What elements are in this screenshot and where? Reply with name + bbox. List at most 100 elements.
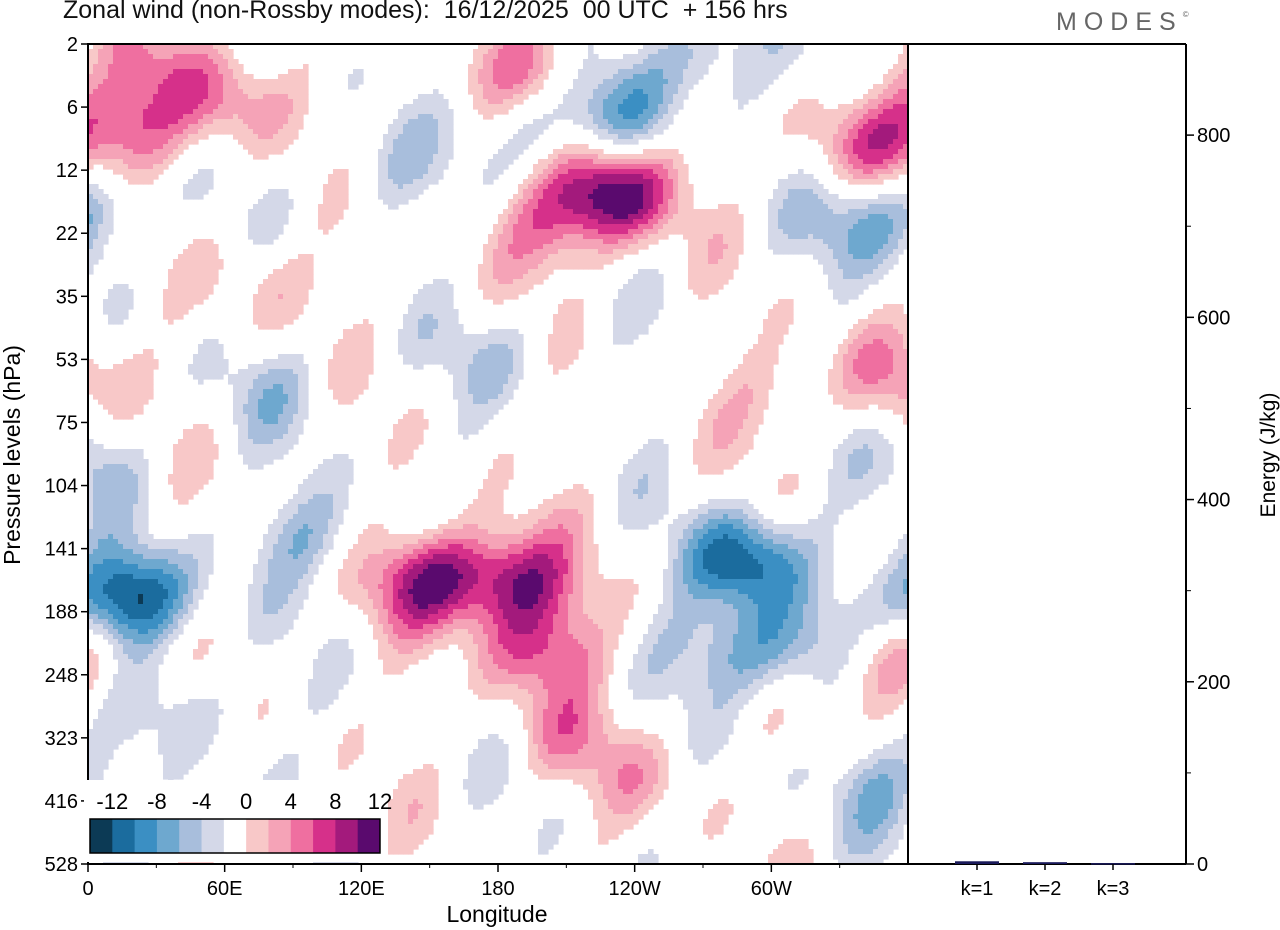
heatmap-cell: [478, 89, 484, 95]
heatmap-cell: [673, 109, 679, 115]
heatmap-cell: [783, 239, 789, 245]
heatmap-cell: [828, 269, 834, 275]
heatmap-cell: [438, 114, 444, 120]
heatmap-cell: [783, 54, 789, 60]
heatmap-cell: [638, 124, 644, 130]
heatmap-cell: [583, 244, 589, 250]
heatmap-cell: [693, 79, 699, 85]
heatmap-cell: [503, 214, 509, 220]
heatmap-cell: [353, 69, 359, 75]
heatmap-cell: [223, 124, 229, 130]
heatmap-cell: [158, 139, 164, 145]
heatmap-cell: [788, 59, 794, 65]
heatmap-cell: [518, 274, 524, 280]
heatmap-cell: [633, 139, 639, 145]
heatmap-cell: [268, 119, 274, 125]
heatmap-cell: [618, 114, 624, 120]
heatmap-cell: [423, 104, 429, 110]
heatmap-cell: [363, 334, 369, 340]
heatmap-cell: [538, 159, 544, 165]
heatmap-cell: [128, 179, 134, 185]
heatmap-cell: [238, 139, 244, 145]
heatmap-cell: [593, 114, 599, 120]
heatmap-cell: [453, 314, 459, 320]
heatmap-cell: [88, 244, 94, 250]
heatmap-cell: [663, 119, 669, 125]
heatmap-cell: [148, 114, 154, 120]
heatmap-cell: [593, 164, 599, 170]
heatmap-cell: [763, 74, 769, 80]
heatmap-cell: [333, 199, 339, 205]
heatmap-cell: [858, 344, 864, 350]
heatmap-cell: [228, 79, 234, 85]
heatmap-cell: [498, 54, 504, 60]
heatmap-cell: [598, 129, 604, 135]
heatmap-cell: [893, 239, 899, 245]
heatmap-cell: [773, 214, 779, 220]
heatmap-cell: [478, 104, 484, 110]
heatmap-cell: [128, 59, 134, 65]
heatmap-cell: [858, 104, 864, 110]
heatmap-cell: [448, 154, 454, 160]
heatmap-cell: [623, 179, 629, 185]
heatmap-cell: [668, 204, 674, 210]
heatmap-cell: [98, 154, 104, 160]
heatmap-cell: [178, 44, 184, 50]
heatmap-cell: [883, 204, 889, 210]
heatmap-cell: [858, 174, 864, 180]
heatmap-cell: [513, 214, 519, 220]
heatmap-cell: [413, 134, 419, 140]
heatmap-cell: [123, 69, 129, 75]
heatmap-cell: [863, 99, 869, 105]
heatmap-cell: [828, 149, 834, 155]
heatmap-cell: [278, 104, 284, 110]
heatmap-cell: [518, 209, 524, 215]
heatmap-cell: [768, 319, 774, 325]
heatmap-cell: [593, 244, 599, 250]
heatmap-cell: [603, 154, 609, 160]
heatmap-cell: [823, 194, 829, 200]
heatmap-cell: [653, 309, 659, 315]
heatmap-cell: [763, 354, 769, 360]
heatmap-cell: [503, 289, 509, 295]
heatmap-cell: [493, 229, 499, 235]
heatmap-cell: [138, 164, 144, 170]
heatmap-cell: [518, 239, 524, 245]
heatmap-cell: [143, 104, 149, 110]
heatmap-cell: [703, 249, 709, 255]
heatmap-cell: [278, 224, 284, 230]
heatmap-cell: [168, 284, 174, 290]
heatmap-cell: [788, 114, 794, 120]
heatmap-cell: [563, 144, 569, 150]
heatmap-cell: [878, 209, 884, 215]
heatmap-cell: [888, 234, 894, 240]
heatmap-cell: [863, 129, 869, 135]
heatmap-cell: [428, 144, 434, 150]
heatmap-cell: [828, 219, 834, 225]
heatmap-cell: [198, 264, 204, 270]
heatmap-cell: [218, 109, 224, 115]
heatmap-cell: [683, 94, 689, 100]
heatmap-cell: [903, 329, 908, 335]
heatmap-cell: [183, 184, 189, 190]
heatmap-cell: [153, 129, 159, 135]
heatmap-cell: [153, 154, 159, 160]
heatmap-cell: [733, 239, 739, 245]
heatmap-cell: [108, 219, 114, 225]
heatmap-cell: [808, 234, 814, 240]
heatmap-cell: [628, 334, 634, 340]
heatmap-cell: [133, 174, 139, 180]
heatmap-cell: [118, 54, 124, 60]
heatmap-cell: [633, 174, 639, 180]
heatmap-cell: [388, 154, 394, 160]
heatmap-cell: [878, 139, 884, 145]
heatmap-cell: [788, 109, 794, 115]
heatmap-cell: [108, 84, 114, 90]
heatmap-cell: [513, 99, 519, 105]
heatmap-cell: [863, 244, 869, 250]
heatmap-cell: [173, 264, 179, 270]
heatmap-cell: [483, 94, 489, 100]
heatmap-cell: [183, 269, 189, 275]
heatmap-cell: [798, 49, 804, 55]
heatmap-cell: [633, 124, 639, 130]
